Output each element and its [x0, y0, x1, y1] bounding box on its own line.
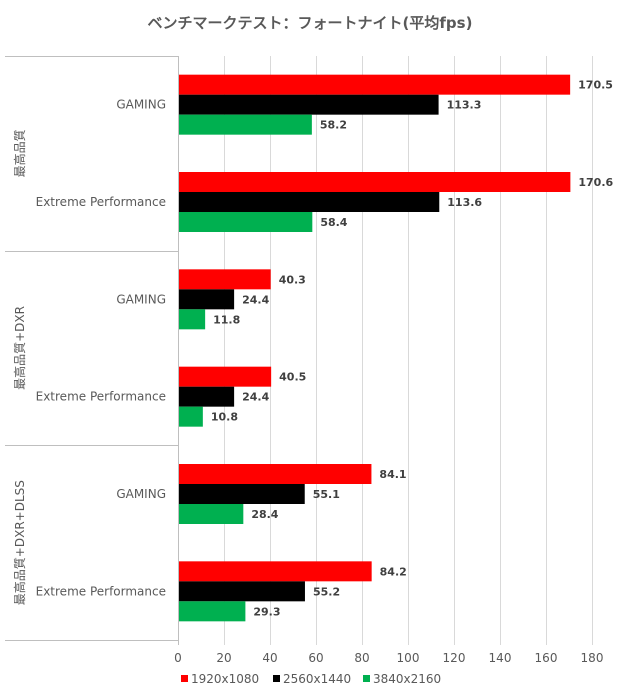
- data-label: 29.3: [253, 605, 280, 618]
- data-label: 40.3: [279, 273, 306, 286]
- category-label: GAMING: [116, 487, 166, 501]
- x-tick-label: 180: [581, 651, 604, 665]
- x-tick-labels: 0 20 40 60 80 100 120 140 160 180: [174, 651, 603, 665]
- data-label: 113.6: [447, 196, 482, 209]
- data-label: 24.4: [242, 391, 269, 404]
- group-label: 最高品質+DXR+DLSS: [12, 480, 27, 605]
- category-label: Extreme Performance: [36, 584, 166, 598]
- category-label: GAMING: [116, 292, 166, 306]
- legend: 1920x1080 2560x1440 3840x2160: [181, 672, 441, 686]
- data-label: 11.8: [213, 313, 240, 326]
- bar: [179, 504, 244, 524]
- x-tick-label: 140: [489, 651, 512, 665]
- x-tick-label: 80: [354, 651, 369, 665]
- gridlines: [224, 56, 593, 645]
- category-label: Extreme Performance: [36, 195, 166, 209]
- data-label: 10.8: [211, 411, 238, 424]
- x-tick-label: 120: [443, 651, 466, 665]
- bar: [179, 406, 203, 427]
- bar: [179, 309, 206, 330]
- x-tick-label: 20: [216, 651, 231, 665]
- data-label: 58.2: [320, 119, 347, 132]
- legend-label: 1920x1080: [191, 672, 259, 686]
- bar: [179, 601, 246, 622]
- bar: [179, 172, 571, 192]
- data-label: 28.4: [251, 508, 278, 521]
- bar: [179, 366, 272, 387]
- bar: [179, 192, 440, 212]
- data-label: 55.2: [313, 585, 340, 598]
- chart-title: ベンチマークテスト：フォートナイト(平均fps): [148, 14, 473, 32]
- legend-swatch: [181, 675, 188, 682]
- data-label: 40.5: [279, 371, 306, 384]
- data-label: 170.5: [578, 79, 613, 92]
- bar: [179, 289, 235, 310]
- group-dividers: [5, 56, 178, 641]
- bar: [179, 386, 235, 407]
- x-tick-label: 60: [308, 651, 323, 665]
- bar: [179, 484, 305, 504]
- bar: [179, 464, 372, 484]
- bar: [179, 74, 571, 95]
- x-tick-label: 0: [174, 651, 182, 665]
- legend-swatch: [273, 675, 280, 682]
- legend-label: 3840x2160: [373, 672, 441, 686]
- x-tick-label: 40: [262, 651, 277, 665]
- legend-swatch: [363, 675, 370, 682]
- data-label: 84.1: [379, 468, 406, 481]
- data-labels: 170.5113.358.2170.6113.658.440.324.411.8…: [211, 79, 614, 619]
- bar: [179, 561, 372, 582]
- data-label: 170.6: [578, 176, 613, 189]
- category-label: Extreme Performance: [36, 390, 166, 404]
- x-tick-label: 100: [397, 651, 420, 665]
- category-label: GAMING: [116, 98, 166, 112]
- bar: [179, 212, 313, 232]
- legend-label: 2560x1440: [283, 672, 351, 686]
- bars: [179, 74, 571, 622]
- bar: [179, 114, 312, 135]
- group-label: 最高品質+DXR: [12, 306, 27, 390]
- bar: [179, 581, 305, 602]
- data-label: 55.1: [313, 488, 340, 501]
- category-labels: GAMING Extreme Performance GAMING Extreme P…: [36, 98, 166, 599]
- x-tick-label: 160: [535, 651, 558, 665]
- data-label: 84.2: [380, 565, 407, 578]
- group-label: 最高品質: [12, 129, 27, 177]
- data-label: 113.3: [447, 99, 482, 112]
- bar: [179, 94, 439, 115]
- data-label: 58.4: [320, 216, 347, 229]
- bar: [179, 269, 271, 290]
- data-label: 24.4: [242, 293, 269, 306]
